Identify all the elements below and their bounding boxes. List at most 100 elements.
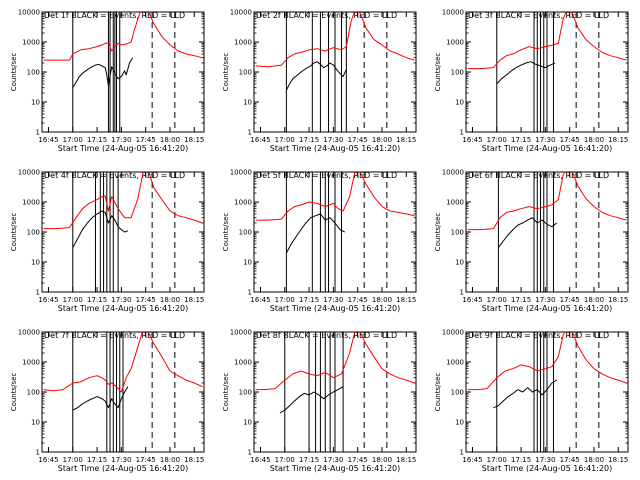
x-axis-label: Start Time (24-Aug-05 16:41:20) [58, 464, 189, 473]
y-tick-label: 10 [455, 99, 464, 107]
y-tick-label: 10000 [442, 169, 464, 177]
x-tick-label: 17:30 [111, 296, 131, 304]
x-tick-label: 18:00 [584, 296, 604, 304]
plot-title: Det 9f BLACK = Events, RED = LLD [468, 331, 609, 340]
y-axis-label: Counts/sec [222, 213, 230, 252]
panel-det-9: Det 9f BLACK = Events, RED = LLD 1 10 100 10… [434, 329, 629, 473]
panel-det-4: Det 4f BLACK = Events, RED = LLD 1 10 100 10… [10, 169, 205, 313]
x-tick-label: 17:00 [275, 136, 295, 144]
x-tick-label: 17:15 [511, 296, 531, 304]
x-tick-label: 17:45 [136, 456, 156, 464]
x-tick-label: 18:00 [160, 296, 180, 304]
x-tick-label: 17:30 [323, 296, 343, 304]
panel-det-1: Det 1f BLACK = Events, RED = LLD11010010… [10, 9, 205, 153]
y-tick-label: 1 [248, 449, 252, 457]
series-line-lld [467, 172, 627, 231]
y-tick-label: 10 [243, 259, 252, 267]
x-axis-label: Start Time (24-Aug-05 16:41:20) [270, 144, 401, 153]
y-tick-label: 1000 [22, 359, 40, 367]
x-tick-label: 18:00 [584, 456, 604, 464]
plot-title: Det 5f BLACK = Events, RED = LLD [256, 171, 397, 180]
x-tick-label: 18:00 [372, 296, 392, 304]
series-line-lld [43, 332, 203, 393]
x-tick-label: 18:00 [584, 136, 604, 144]
x-tick-label: 17:30 [111, 456, 131, 464]
x-tick-label: 17:15 [87, 456, 107, 464]
plot-frame [41, 11, 205, 133]
y-tick-label: 1 [460, 129, 464, 137]
x-tick-label: 18:15 [608, 456, 628, 464]
x-axis-label: Start Time (24-Aug-05 16:41:20) [270, 464, 401, 473]
x-tick-label: 17:30 [323, 136, 343, 144]
x-tick-label: 17:45 [348, 136, 368, 144]
x-tick-label: 17:30 [323, 456, 343, 464]
y-tick-label: 100 [27, 229, 40, 237]
x-tick-label: 16:45 [250, 136, 270, 144]
x-axis-label: Start Time (24-Aug-05 16:41:20) [270, 304, 401, 313]
x-tick-label: 17:00 [275, 296, 295, 304]
series-line-lld [43, 172, 203, 230]
x-tick-label: 16:45 [462, 136, 482, 144]
x-axis-label: Start Time (24-Aug-05 16:41:20) [58, 304, 189, 313]
series-line-lld [467, 332, 627, 391]
series-line-lld [255, 332, 415, 391]
series-line-lld [467, 12, 627, 70]
plot-title: Det 6f BLACK = Events, RED = LLD [468, 171, 609, 180]
x-tick-label: 18:00 [372, 136, 392, 144]
y-tick-label: 10000 [230, 169, 252, 177]
panel-det-5: Det 5f BLACK = Events, RED = LLD 1 10 100 10… [222, 169, 417, 313]
x-tick-label: 18:15 [608, 296, 628, 304]
plot-frame [41, 171, 205, 293]
y-tick-label: 1000 [22, 199, 40, 207]
panel-det-6: Det 6f BLACK = Events, RED = LLD 1 10 100 10… [434, 169, 629, 313]
y-tick-label: 10000 [230, 9, 252, 17]
series-line-events [279, 386, 344, 414]
y-tick-label: 1 [248, 129, 252, 137]
y-axis-label: Counts/sec [222, 373, 230, 412]
x-tick-label: 17:15 [299, 296, 319, 304]
x-tick-label: 17:15 [299, 456, 319, 464]
x-tick-label: 16:45 [38, 296, 58, 304]
series-line-events [72, 386, 129, 411]
y-tick-label: 1 [36, 449, 40, 457]
plot-title: Det 4f BLACK = Events, RED = LLD [44, 171, 185, 180]
x-tick-label: 17:15 [87, 136, 107, 144]
y-tick-label: 10000 [442, 329, 464, 337]
x-axis-label: Start Time (24-Aug-05 16:41:20) [482, 464, 613, 473]
x-tick-label: 17:00 [487, 456, 507, 464]
x-tick-label: 17:15 [299, 136, 319, 144]
panel-det-3: Det 3f BLACK = Events, RED = LLD 1 10 100 10… [434, 9, 629, 153]
x-tick-label: 18:15 [396, 456, 416, 464]
series-line-lld [255, 172, 415, 221]
x-tick-label: 17:45 [560, 296, 580, 304]
y-tick-label: 100 [239, 69, 252, 77]
y-tick-label: 10 [455, 419, 464, 427]
y-tick-label: 1 [460, 289, 464, 297]
series-line-events [285, 213, 345, 254]
panel-det-8: Det 8f BLACK = Events, RED = LLD 1 10 100 10… [222, 329, 417, 473]
y-tick-label: 1 [36, 289, 40, 297]
series-line-events [496, 61, 556, 85]
x-tick-label: 17:00 [487, 296, 507, 304]
y-axis-label: Counts/sec [434, 53, 442, 92]
y-tick-label: 10000 [18, 9, 40, 17]
y-tick-label: 10 [31, 259, 40, 267]
y-tick-label: 1000 [234, 39, 252, 47]
plot-title: Det 8f BLACK = Events, RED = LLD [256, 331, 397, 340]
y-axis-label: Counts/sec [434, 213, 442, 252]
x-tick-label: 17:30 [535, 296, 555, 304]
x-axis-label: Start Time (24-Aug-05 16:41:20) [58, 144, 189, 153]
x-tick-label: 18:15 [608, 136, 628, 144]
x-axis-label: Start Time (24-Aug-05 16:41:20) [482, 144, 613, 153]
y-tick-label: 100 [27, 389, 40, 397]
panel-det-2: Det 2f BLACK = Events, RED = LLD 1 10 100 10… [222, 9, 417, 153]
y-tick-label: 10000 [230, 329, 252, 337]
x-tick-label: 17:15 [511, 136, 531, 144]
series-line-lld [255, 12, 415, 68]
y-tick-label: 10 [31, 419, 40, 427]
x-tick-label: 17:45 [560, 456, 580, 464]
y-tick-label: 1000 [234, 199, 252, 207]
x-tick-label: 16:45 [462, 296, 482, 304]
x-tick-label: 17:15 [511, 456, 531, 464]
x-tick-label: 17:30 [535, 456, 555, 464]
